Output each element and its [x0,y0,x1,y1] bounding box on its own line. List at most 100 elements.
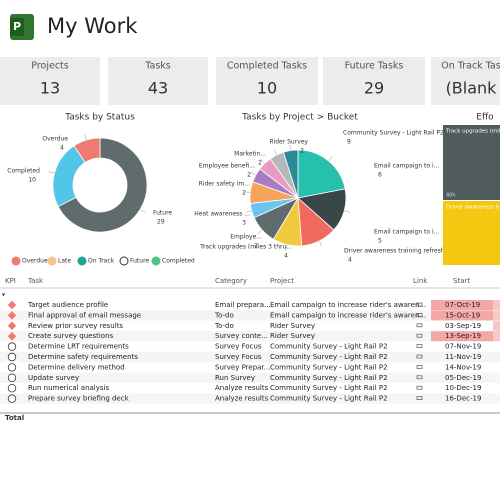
cell: Community Survey - Light Rail P2 [270,363,388,371]
slice-label: Track upgrades (miles 3 thru... [199,244,292,251]
card [323,57,425,105]
app-icon-part [10,18,24,36]
legend-marker [47,256,57,266]
slice-value: 2 [258,160,262,167]
kpi-future [7,352,17,362]
link-icon[interactable] [416,323,423,328]
row-bg [0,372,500,383]
slice-value: 3 [242,220,246,227]
legend-marker [151,256,161,266]
cell: Email campaign to increase rider's aware… [270,311,426,319]
slice-value: 10 [28,177,36,184]
cell: Email prepara... [215,301,271,309]
cell: Analyze results [215,395,269,403]
start-highlight [431,331,493,342]
page-title: My Work [47,14,138,38]
leader-line [273,149,277,156]
next-highlight [493,320,500,331]
link-icon[interactable] [416,344,423,348]
card-value: 43 [148,79,168,98]
slice-value: 2 [300,148,304,155]
slice-label: Driver awareness training refresh [344,248,445,255]
link-icon[interactable] [416,365,423,369]
effort-block [443,125,500,200]
cell: Create survey questions [28,332,114,340]
slice-label: Heat awareness ... [194,211,250,218]
kpi-overdue [7,331,17,341]
card [431,57,500,105]
cell: Survey Focus [215,343,262,351]
cell: Update survey [28,374,79,382]
kpi-future [7,394,17,403]
legend-label: Late [58,258,71,265]
cell: Survey conte... [215,332,268,340]
leader-line [319,240,323,247]
kpi-future [7,342,17,351]
kpi-overdue [7,300,17,310]
leader-line [285,244,288,251]
card [108,57,208,105]
card-value: 13 [40,79,60,98]
cell: Run Survey [215,374,255,382]
row-bg [0,310,500,321]
card-label: Future Tasks [345,61,404,72]
sort-arrow: ▾ [2,292,5,299]
chart-title: Effo [476,113,494,123]
cell: 13-Sep-19 [445,332,481,340]
table-header-bg [0,274,500,288]
cell: Community Survey - Light Rail P2 [270,343,388,351]
row-bg [0,351,500,363]
card [0,57,100,105]
column-header: Link [413,277,428,285]
link-icon[interactable] [416,333,423,338]
start-highlight [431,310,493,321]
leader-line [250,171,256,176]
cell: Target audience profile [27,301,108,309]
leader-line [260,158,265,164]
leader-line [245,210,252,213]
cell: To-do [214,311,234,319]
cell: Community Survey - Light Rail P2 [270,395,388,403]
cell: Determine delivery method [28,363,125,371]
link-icon[interactable] [416,354,423,359]
slice-value: 2 [254,243,258,250]
leader-line [328,156,333,162]
link-icon[interactable] [416,302,423,307]
cell: Review prior survey results [28,322,123,330]
cell: 03-Sep-19 [445,322,481,330]
card-value: 10 [257,79,277,98]
slice-value: 5 [378,238,382,245]
cell: Community Survey - Light Rail P2 [270,353,388,361]
kpi-overdue [7,311,17,320]
link-icon[interactable] [416,375,423,380]
slice-value: 4 [284,253,288,260]
legend-label: Future [130,258,149,265]
slice-value: 6 [378,172,382,179]
column-header: Task [27,277,44,285]
slice-label: Completed [7,168,40,175]
effort-label: Track upgrades (miles... [445,129,500,135]
cell: 07-Oct-19 [445,301,480,309]
next-highlight [493,310,500,321]
slice-label: Email campaign to i... [374,163,439,170]
cell: Run numerical analysis [28,384,109,392]
cell: 14-Nov-19 [445,363,481,371]
slice-label: Employee benefi... [199,163,255,170]
cell: Rider Survey [270,322,315,330]
next-highlight [493,300,500,310]
cell: 07-Nov-19 [445,343,481,351]
link-icon[interactable] [416,385,423,390]
slice-value: 9 [347,139,351,146]
link-icon[interactable] [416,396,423,400]
link-icon[interactable] [416,313,423,317]
cell: Survey Prepar... [215,363,270,371]
cell: 11-Nov-19 [445,353,481,361]
leader-line [139,209,146,213]
legend-marker [119,256,129,266]
legend-label: Overdue [22,258,48,265]
cell: Analyze results [215,384,269,392]
cell: Community Survey - Light Rail P2 [270,384,388,392]
card-value: 29 [364,79,384,98]
slice-label: Overdue [42,136,68,143]
